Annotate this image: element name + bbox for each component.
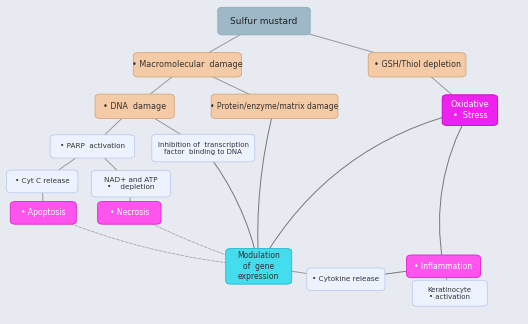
FancyBboxPatch shape — [95, 94, 174, 118]
Text: • Necrosis: • Necrosis — [110, 208, 149, 217]
Text: • Protein/enzyme/matrix damage: • Protein/enzyme/matrix damage — [211, 102, 338, 111]
FancyBboxPatch shape — [407, 255, 480, 278]
Text: • Inflammation: • Inflammation — [414, 262, 473, 271]
FancyBboxPatch shape — [307, 268, 385, 291]
FancyBboxPatch shape — [152, 134, 254, 162]
FancyBboxPatch shape — [412, 280, 487, 306]
Text: Modulation
of  gene
expression: Modulation of gene expression — [237, 251, 280, 281]
FancyBboxPatch shape — [50, 135, 135, 158]
Text: Oxidative
•  Stress: Oxidative • Stress — [450, 100, 489, 120]
Text: • Macromolecular  damage: • Macromolecular damage — [132, 60, 243, 69]
FancyBboxPatch shape — [91, 170, 171, 197]
FancyBboxPatch shape — [218, 7, 310, 35]
Text: NAD+ and ATP
•    depletion: NAD+ and ATP • depletion — [104, 177, 158, 190]
FancyBboxPatch shape — [133, 52, 241, 77]
Text: Sulfur mustard: Sulfur mustard — [230, 17, 298, 26]
FancyBboxPatch shape — [442, 95, 497, 125]
Text: • Cyt C release: • Cyt C release — [15, 179, 70, 184]
FancyBboxPatch shape — [211, 94, 338, 118]
Text: • Cytokine release: • Cytokine release — [312, 276, 380, 282]
Text: Inhibition of  transcription
factor  binding to DNA: Inhibition of transcription factor bindi… — [158, 142, 249, 155]
FancyBboxPatch shape — [11, 202, 77, 224]
FancyBboxPatch shape — [369, 52, 466, 77]
FancyBboxPatch shape — [98, 202, 161, 224]
Text: • GSH/Thiol depletion: • GSH/Thiol depletion — [374, 60, 460, 69]
FancyBboxPatch shape — [226, 249, 291, 284]
Text: • Apoptosis: • Apoptosis — [21, 208, 65, 217]
Text: Keratinocyte
• activation: Keratinocyte • activation — [428, 287, 472, 300]
FancyBboxPatch shape — [6, 170, 78, 193]
Text: • PARP  activation: • PARP activation — [60, 144, 125, 149]
Text: • DNA  damage: • DNA damage — [103, 102, 166, 111]
